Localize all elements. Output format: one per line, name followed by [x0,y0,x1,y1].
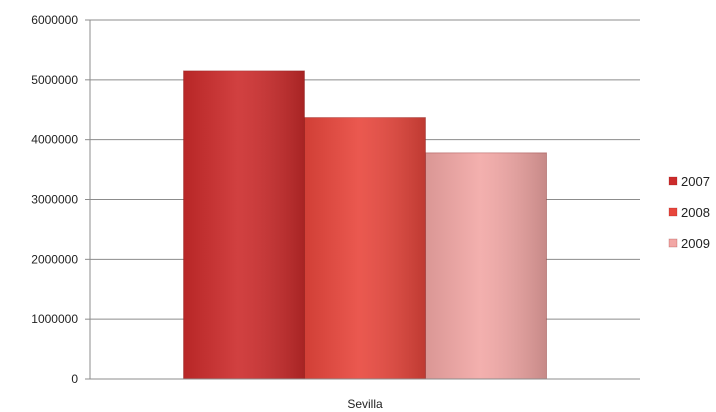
y-tick-label: 3000000 [31,193,78,207]
legend-swatch-2008 [668,207,678,217]
legend-swatch-2009 [668,238,678,248]
bar-shading [304,117,426,380]
legend: 2007 2008 2009 [668,174,710,251]
axes: 0 1000000 2000000 3000000 4000000 5000000 6000… [31,13,640,411]
y-tick-label: 5000000 [31,73,78,87]
plot-area: 0 1000000 2000000 3000000 4000000 5000000 6000… [31,13,640,411]
y-tick-label: 6000000 [31,13,78,27]
bar-shading [425,152,547,379]
y-tick-label: 0 [71,372,78,386]
bars [183,70,547,380]
legend-label-2009: 2009 [681,236,710,251]
y-tick-label: 2000000 [31,252,78,266]
y-tick-label: 4000000 [31,133,78,147]
bar-shading [183,70,305,379]
x-tick-label: Sevilla [347,397,383,411]
y-tick-label: 1000000 [31,312,78,326]
legend-label-2007: 2007 [681,174,710,189]
legend-swatch-2007 [668,176,678,186]
legend-label-2008: 2008 [681,205,710,220]
